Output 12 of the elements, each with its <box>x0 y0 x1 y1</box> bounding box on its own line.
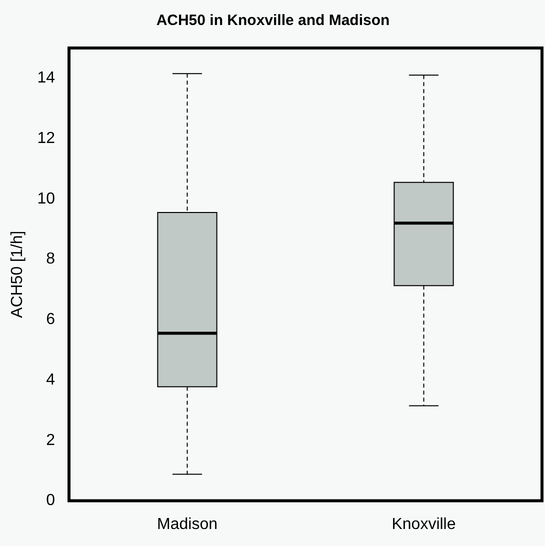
y-axis-title: ACH50 [1/h] <box>9 230 26 318</box>
y-tick-label: 12 <box>37 130 56 147</box>
x-tick-label: Madison <box>157 516 218 533</box>
x-tick-label: Knoxville <box>392 516 456 533</box>
y-tick-label: 0 <box>46 492 56 510</box>
y-tick-label: 10 <box>37 190 56 208</box>
y-tick-label: 8 <box>46 250 56 268</box>
y-tick-label: 14 <box>37 70 56 87</box>
chart-title: ACH50 in Knoxville and Madison <box>156 12 390 30</box>
y-tick-label: 4 <box>46 371 56 388</box>
y-tick-label: 2 <box>46 432 56 449</box>
y-tick-label: 6 <box>46 311 56 328</box>
